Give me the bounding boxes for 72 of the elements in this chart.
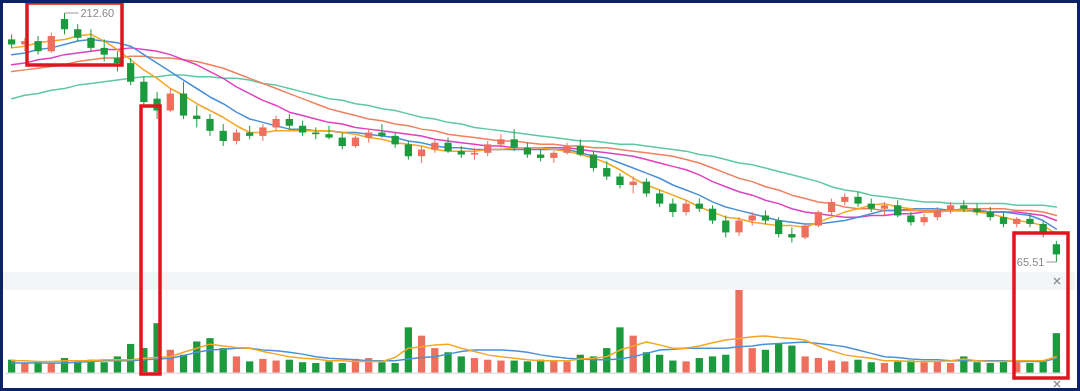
- candlestick: [589, 150, 598, 172]
- candlestick: [973, 203, 981, 216]
- bar: [854, 359, 862, 373]
- candlestick: [510, 128, 518, 152]
- bar: [100, 362, 108, 373]
- bar: [298, 362, 307, 373]
- candlestick: [166, 88, 174, 113]
- bar: [325, 361, 333, 373]
- candlestick: [722, 214, 730, 238]
- candlestick: [497, 133, 505, 149]
- candlestick: [404, 140, 412, 161]
- candlestick: [34, 35, 42, 56]
- annotation: 65.51: [1016, 256, 1045, 268]
- bar: [259, 358, 267, 373]
- bar: [801, 356, 809, 373]
- candlestick: [391, 132, 399, 149]
- candlestick: [907, 211, 915, 227]
- bar: [748, 348, 756, 373]
- candlestick: [60, 12, 69, 35]
- candlestick: [775, 216, 783, 238]
- annotation: 212.60: [80, 7, 115, 19]
- bar: [814, 358, 822, 373]
- bar: [378, 362, 386, 373]
- bar: [1052, 333, 1061, 373]
- candlestick: [206, 113, 214, 137]
- bar: [523, 361, 532, 373]
- bar: [457, 356, 465, 373]
- bar: [735, 290, 743, 373]
- candlestick: [682, 199, 690, 216]
- candlestick: [87, 28, 95, 52]
- bar: [616, 327, 624, 373]
- bar: [761, 349, 770, 373]
- bar: [246, 361, 254, 373]
- candlestick: [219, 123, 227, 147]
- bar: [867, 362, 875, 373]
- candlestick: [735, 216, 743, 237]
- candlestick: [179, 81, 188, 120]
- candlestick: [920, 213, 928, 227]
- candlestick: [669, 198, 677, 218]
- candlestick: [378, 123, 386, 139]
- bar: [788, 345, 796, 373]
- bar: [497, 360, 505, 373]
- candlestick: [444, 137, 452, 154]
- bar: [232, 356, 241, 373]
- candlestick: [100, 38, 108, 62]
- candlestick: [127, 57, 135, 86]
- candlestick: [854, 191, 862, 208]
- candlestick: [616, 172, 624, 189]
- bar: [841, 361, 849, 373]
- candlestick: [708, 204, 717, 225]
- bar: [272, 360, 280, 373]
- candlestick: [1026, 213, 1034, 228]
- candlestick: [47, 32, 55, 54]
- candlestick: [140, 76, 148, 106]
- bar: [695, 358, 703, 373]
- bar: [775, 343, 783, 373]
- candlestick: [325, 125, 333, 140]
- bar: [973, 362, 981, 373]
- bar: [470, 358, 479, 373]
- bar: [206, 338, 214, 373]
- bar: [682, 361, 690, 373]
- bar: [1026, 363, 1034, 373]
- bar: [563, 361, 571, 373]
- candlestick: [788, 226, 796, 244]
- candlestick: [603, 160, 611, 181]
- bar: [920, 362, 928, 373]
- bar: [708, 356, 717, 373]
- candlestick: [1052, 240, 1061, 263]
- candlestick: [259, 123, 267, 142]
- bar: [444, 352, 452, 373]
- candlestick: [272, 115, 280, 132]
- candlestick: [642, 177, 651, 198]
